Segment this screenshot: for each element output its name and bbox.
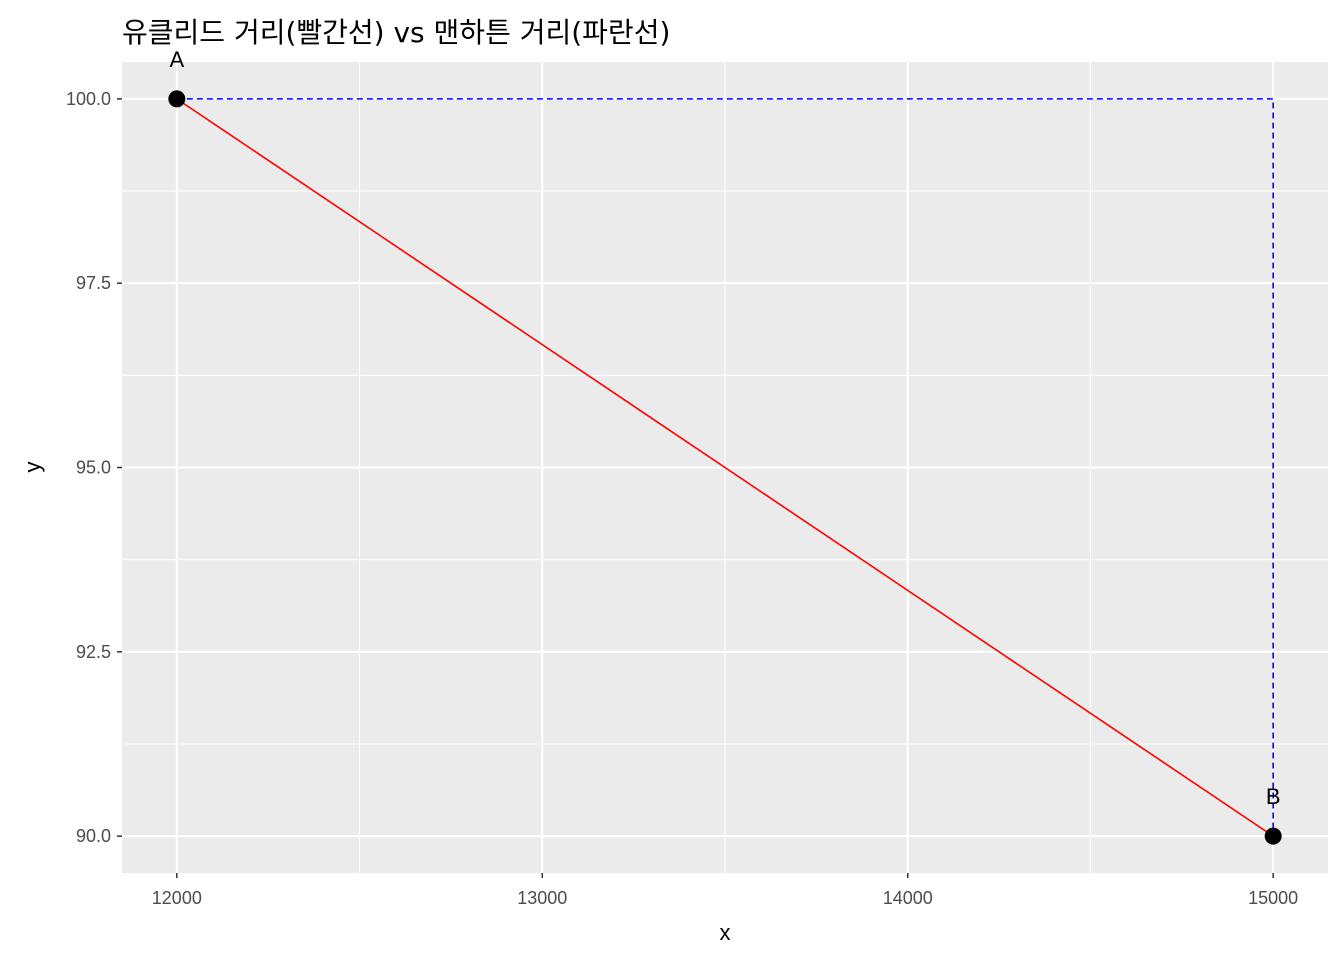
point-A xyxy=(168,90,186,108)
x-tick-label: 13000 xyxy=(517,888,567,908)
y-tick-label: 95.0 xyxy=(76,458,111,478)
chart-title: 유클리드 거리(빨간선) vs 맨하튼 거리(파란선) xyxy=(122,16,670,49)
x-tick-label: 15000 xyxy=(1248,888,1298,908)
point-label-B: B xyxy=(1266,784,1281,809)
manhattan-distance-line xyxy=(176,98,1274,837)
y-axis: 90.0 92.5 95.0 97.5 100.0 xyxy=(66,89,122,846)
y-tick-label: 97.5 xyxy=(76,273,111,293)
x-tick-label: 12000 xyxy=(152,888,202,908)
series-layer xyxy=(176,98,1274,837)
point-label-A: A xyxy=(169,47,184,72)
y-tick-label: 100.0 xyxy=(66,89,111,109)
x-axis-title: x xyxy=(720,920,731,945)
x-axis: 12000 13000 14000 15000 xyxy=(152,873,1298,908)
y-axis-title: y xyxy=(20,462,45,473)
points-layer: AB xyxy=(168,47,1282,845)
euclidean-distance-line xyxy=(176,98,1274,837)
y-tick-label: 90.0 xyxy=(76,826,111,846)
y-tick-label: 92.5 xyxy=(76,642,111,662)
x-tick-label: 14000 xyxy=(883,888,933,908)
point-B xyxy=(1264,827,1282,845)
